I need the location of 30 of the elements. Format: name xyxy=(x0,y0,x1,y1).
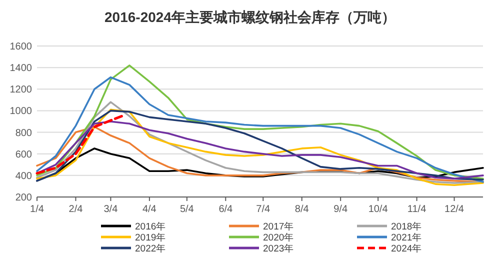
x-tick-label: 10/4 xyxy=(368,204,388,215)
x-tick-label: 3/4 xyxy=(104,204,118,215)
x-tick-label: 6/4 xyxy=(218,204,234,215)
chart-title: 2016-2024年主要城市螺纹钢社会库存（万吨） xyxy=(104,9,396,25)
y-tick-label: 600 xyxy=(15,149,32,160)
legend-label: 2018年 xyxy=(391,220,422,232)
legend-label: 2019年 xyxy=(135,232,166,244)
x-tick-label: 9/4 xyxy=(334,204,348,215)
y-tick-label: 1400 xyxy=(10,63,32,74)
x-tick-label: 11/4 xyxy=(407,204,427,215)
x-tick-label: 12/4 xyxy=(444,204,464,215)
legend-label: 2022年 xyxy=(135,242,166,254)
x-tick-label: 1/4 xyxy=(30,204,44,215)
legend-label: 2016年 xyxy=(135,220,166,232)
x-tick-label: 8/4 xyxy=(294,204,310,215)
legend-label: 2021年 xyxy=(391,232,422,244)
y-tick-label: 1600 xyxy=(10,42,32,52)
x-tick-label: 2/4 xyxy=(68,204,84,215)
y-tick-label: 1000 xyxy=(10,106,32,118)
y-tick-label: 800 xyxy=(15,128,32,139)
legend-label: 2017年 xyxy=(263,220,294,232)
x-tick-label: 7/4 xyxy=(256,204,271,215)
y-tick-label: 1200 xyxy=(10,84,32,96)
legend-label: 2020年 xyxy=(263,232,294,244)
legend-label: 2024年 xyxy=(391,242,422,254)
y-tick-label: 200 xyxy=(15,192,32,204)
x-tick-label: 5/4 xyxy=(180,204,194,215)
x-tick-label: 4/4 xyxy=(142,204,157,215)
legend-label: 2023年 xyxy=(263,242,294,254)
y-tick-label: 400 xyxy=(15,170,32,182)
